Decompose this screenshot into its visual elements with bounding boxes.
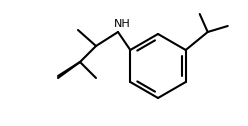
Text: NH: NH [114, 19, 130, 29]
